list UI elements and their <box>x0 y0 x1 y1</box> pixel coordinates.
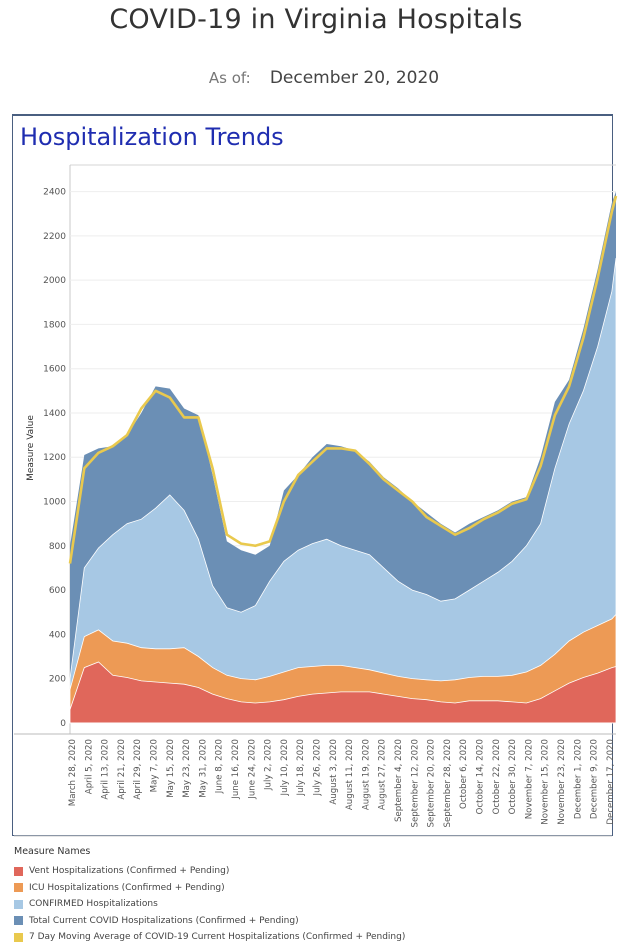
y-tick-label: 200 <box>49 675 66 685</box>
y-tick-label: 800 <box>49 542 66 552</box>
y-tick-label: 600 <box>49 586 66 596</box>
x-tick-label: April 21, 2020 <box>117 739 127 800</box>
x-tick-label: July 18, 2020 <box>296 739 306 796</box>
x-axis: March 28, 2020 April 5, 2020 April 13, 202… <box>68 739 616 828</box>
x-tick-label: July 2, 2020 <box>264 739 274 791</box>
y-axis: 0 200 400 600 800 1000 1200 1400 1600 1800 2000 220… <box>43 188 66 729</box>
x-tick-label: September 12, 2020 <box>410 739 420 828</box>
legend-label: Total Current COVID Hospitalizations (Co… <box>29 915 299 926</box>
legend-item[interactable]: Vent Hospitalizations (Confirmed + Pendi… <box>14 863 405 880</box>
legend-swatch <box>14 916 23 926</box>
as-of-label: As of: <box>208 69 251 87</box>
x-tick-label: May 15, 2020 <box>166 739 176 798</box>
x-tick-label: April 5, 2020 <box>84 739 94 794</box>
legend-title: Measure Names <box>14 846 91 857</box>
x-tick-label: April 29, 2020 <box>133 739 143 800</box>
legend-item[interactable]: Total Current COVID Hospitalizations (Co… <box>14 913 405 930</box>
legend-label: Vent Hospitalizations (Confirmed + Pendi… <box>29 866 230 877</box>
y-tick-label: 1800 <box>43 320 66 330</box>
page-title: COVID-19 in Virginia Hospitals <box>109 4 523 35</box>
legend-item[interactable]: CONFIRMED Hospitalizations <box>14 896 405 913</box>
y-tick-label: 400 <box>49 630 66 640</box>
x-tick-label: December 17, 2020 <box>606 739 616 825</box>
x-tick-label: October 30, 2020 <box>508 739 518 814</box>
x-tick-label: October 6, 2020 <box>459 739 469 809</box>
legend-label: 7 Day Moving Average of COVID-19 Current… <box>29 932 406 943</box>
x-tick-label: July 26, 2020 <box>313 739 323 796</box>
area-series-2 <box>69 257 617 724</box>
x-tick-label: August 11, 2020 <box>345 739 355 810</box>
legend-swatch <box>14 866 23 876</box>
x-tick-label: December 9, 2020 <box>590 739 600 819</box>
x-tick-label: April 13, 2020 <box>101 739 111 800</box>
legend-swatch <box>14 883 23 893</box>
area-series-0 <box>69 661 617 724</box>
y-tick-label: 1600 <box>43 365 66 375</box>
hospitalization-chart: 0 200 400 600 800 1000 1200 1400 1600 1800 2000 220… <box>14 164 618 837</box>
x-tick-label: June 24, 2020 <box>247 739 257 800</box>
legend-item[interactable]: ICU Hospitalizations (Confirmed + Pendin… <box>14 880 405 897</box>
x-tick-label: September 28, 2020 <box>443 739 453 828</box>
as-of-date: December 20, 2020 <box>269 68 440 88</box>
x-tick-label: November 15, 2020 <box>541 739 551 825</box>
legend-swatch <box>14 899 23 909</box>
x-tick-label: December 1, 2020 <box>573 739 583 819</box>
x-tick-label: March 28, 2020 <box>68 739 78 806</box>
as-of-line: As of: December 20, 2020 <box>0 68 620 88</box>
legend-label: ICU Hospitalizations (Confirmed + Pendin… <box>29 882 225 893</box>
moving-average-line <box>68 195 618 564</box>
x-tick-label: September 20, 2020 <box>427 739 437 828</box>
y-tick-label: 1400 <box>43 409 66 419</box>
y-tick-label: 0 <box>60 719 66 729</box>
x-tick-label: August 19, 2020 <box>361 739 371 810</box>
x-tick-label: June 16, 2020 <box>231 739 241 800</box>
legend-label: CONFIRMED Hospitalizations <box>29 899 158 910</box>
x-tick-label: August 27, 2020 <box>378 739 388 810</box>
legend-swatch <box>14 932 23 942</box>
x-tick-label: November 7, 2020 <box>524 739 534 819</box>
x-tick-label: October 14, 2020 <box>476 739 486 814</box>
x-tick-label: September 4, 2020 <box>394 739 404 822</box>
section-title: Hospitalization Trends <box>20 123 284 151</box>
x-tick-label: May 31, 2020 <box>198 739 208 798</box>
series-lines <box>68 195 618 564</box>
y-axis-title: Measure Value <box>26 415 36 481</box>
x-tick-label: October 22, 2020 <box>492 739 502 814</box>
legend: Measure Names Vent Hospitalizations (Con… <box>14 846 405 946</box>
x-tick-label: August 3, 2020 <box>329 739 339 805</box>
y-tick-label: 2000 <box>43 276 66 286</box>
y-tick-label: 2400 <box>43 188 66 198</box>
y-tick-label: 2200 <box>43 232 66 242</box>
series-areas <box>69 191 617 724</box>
x-tick-label: November 23, 2020 <box>557 739 567 825</box>
x-tick-label: June 8, 2020 <box>215 739 225 794</box>
x-tick-label: July 10, 2020 <box>280 739 290 796</box>
legend-item[interactable]: 7 Day Moving Average of COVID-19 Current… <box>14 929 405 946</box>
x-tick-label: May 7, 2020 <box>150 739 160 792</box>
x-tick-label: May 23, 2020 <box>182 739 192 798</box>
y-tick-label: 1000 <box>43 498 66 508</box>
y-tick-label: 1200 <box>43 453 66 463</box>
